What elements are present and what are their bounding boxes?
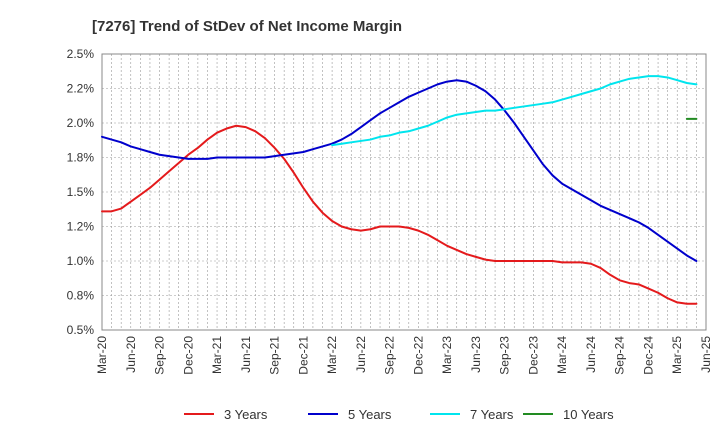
x-tick-label: Dec-22 [411,336,425,375]
x-tick-label: Jun-20 [124,336,138,373]
x-tick-label: Jun-21 [239,336,253,373]
y-tick-label: 1.5% [67,185,95,199]
legend-label: 7 Years [470,407,514,422]
x-tick-label: Jun-25 [699,336,713,373]
x-tick-label: Mar-24 [555,336,569,374]
y-tick-label: 1.0% [67,254,95,268]
x-tick-label: Sep-21 [268,336,282,375]
x-tick-label: Dec-23 [526,336,540,375]
x-tick-label: Sep-22 [383,336,397,375]
series-layer [101,75,698,305]
legend-label: 10 Years [563,407,614,422]
legend-item: 3 Years [184,407,268,422]
x-tick-label: Jun-23 [469,336,483,373]
x-tick-label: Jun-24 [584,336,598,373]
legend-item: 7 Years [430,407,514,422]
x-tick-label: Dec-20 [181,336,195,375]
legend-label: 5 Years [348,407,392,422]
legend: 3 Years 5 Years 7 Years 10 Years [184,407,614,422]
y-tick-label: 2.0% [67,116,95,130]
x-tick-label: Sep-20 [153,336,167,375]
series-line-7-years [331,75,698,147]
legend-label: 3 Years [224,407,268,422]
x-tick-label: Mar-22 [325,336,339,374]
x-tick-label: Jun-22 [354,336,368,373]
y-tick-label: 2.2% [67,82,95,96]
x-tick-label: Mar-20 [95,336,109,374]
y-tick-label: 0.8% [67,289,95,303]
chart-title: [7276] Trend of StDev of Net Income Marg… [92,18,402,35]
x-tick-label: Mar-25 [670,336,684,374]
x-tick-label: Sep-24 [613,336,627,375]
x-tick-label: Dec-24 [641,336,655,375]
series-line-3-years [101,124,698,305]
x-tick-label: Dec-21 [296,336,310,375]
y-tick-label: 1.2% [67,220,95,234]
plot-frame [101,53,707,331]
x-tick-label: Sep-23 [498,336,512,375]
grid [101,53,707,331]
legend-item: 5 Years [308,407,392,422]
y-tick-label: 0.5% [67,323,95,337]
axes: 0.5% 0.8% 1.0% 1.2% 1.5% 1.8% 2.0% 2.2% 2.5% Mar-… [67,47,713,375]
legend-item: 10 Years [523,407,614,422]
x-tick-label: Mar-23 [440,336,454,374]
y-tick-label: 1.8% [67,151,95,165]
y-tick-label: 2.5% [67,47,95,61]
series-line-5-years [101,79,698,262]
x-tick-label: Mar-21 [210,336,224,374]
